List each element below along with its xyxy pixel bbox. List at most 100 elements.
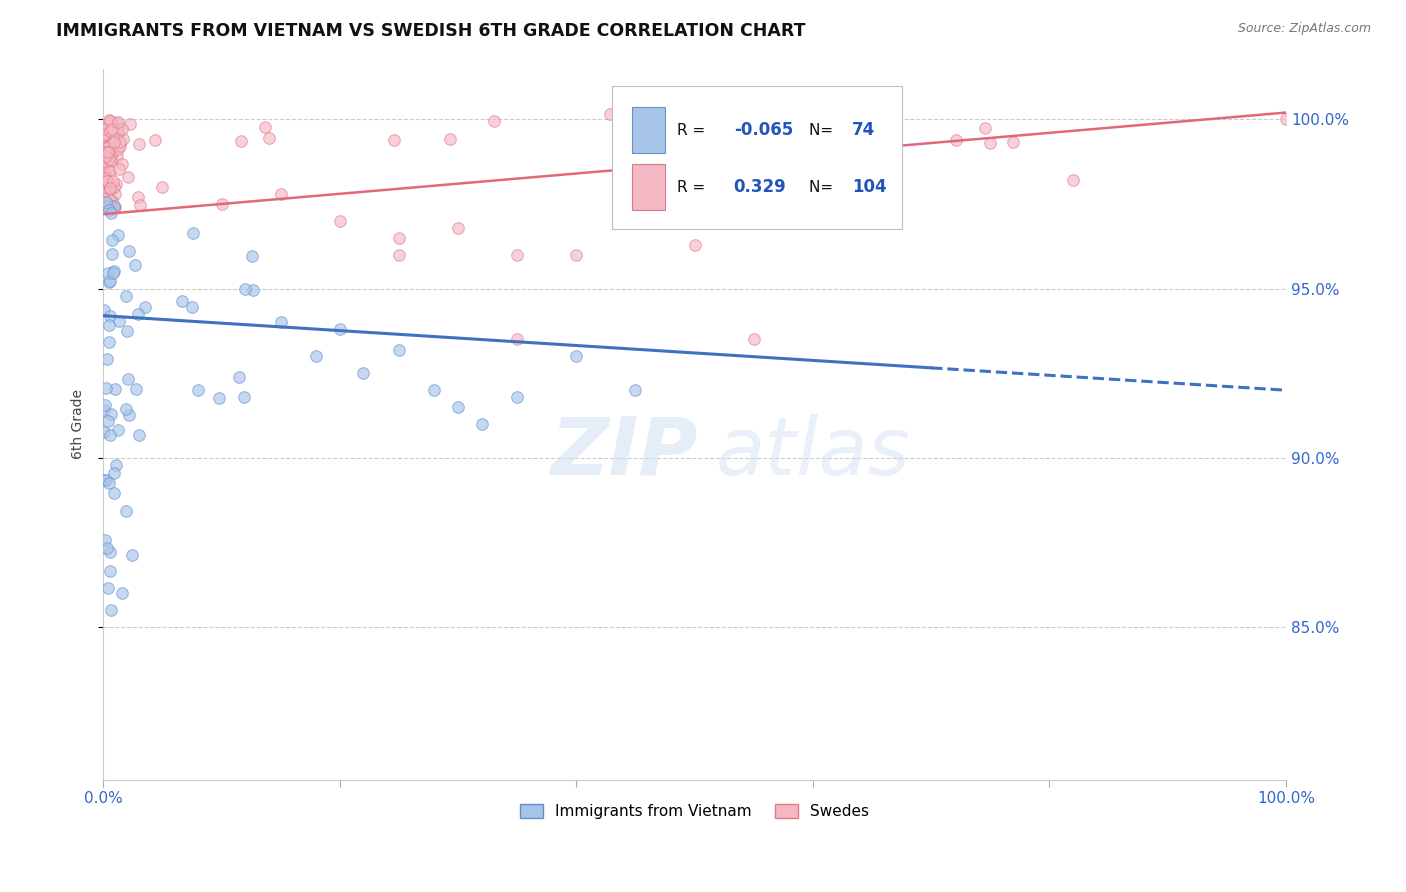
Point (98, 123, 121, 137)
Point (599, 107, 621, 121)
Point (94, 145, 117, 159)
Legend: Immigrants from Vietnam, Swedes: Immigrants from Vietnam, Swedes (515, 798, 875, 825)
Point (107, 423, 129, 437)
Point (683, 237, 706, 252)
Point (270, 186, 292, 201)
Point (124, 258, 146, 272)
Point (97, 581, 120, 595)
Point (118, 117, 141, 131)
Point (94, 148, 117, 162)
Point (388, 231, 411, 245)
Text: R =: R = (676, 179, 714, 194)
Point (1062, 173, 1084, 187)
Point (565, 349, 588, 363)
Point (100, 407, 122, 421)
Point (94, 174, 117, 188)
Point (624, 383, 647, 397)
Point (103, 199, 125, 213)
Point (93, 121, 115, 136)
Point (104, 200, 127, 214)
Point (128, 136, 150, 151)
Point (96, 174, 118, 188)
Point (98, 198, 121, 212)
Point (93, 175, 115, 189)
Point (111, 586, 134, 600)
Point (93, 129, 115, 144)
Point (93, 128, 115, 142)
Point (181, 226, 204, 240)
Point (127, 190, 149, 204)
Point (382, 133, 405, 147)
Bar (631, 163, 665, 210)
Text: Source: ZipAtlas.com: Source: ZipAtlas.com (1237, 22, 1371, 36)
Point (253, 120, 276, 134)
Y-axis label: 6th Grade: 6th Grade (72, 389, 86, 459)
Point (117, 169, 139, 184)
Point (97, 414, 120, 428)
Point (98, 181, 121, 195)
Point (93, 178, 115, 192)
Point (96, 199, 118, 213)
Point (134, 300, 156, 314)
Point (107, 227, 129, 242)
Point (94, 194, 117, 209)
Point (98, 309, 121, 323)
Point (565, 248, 588, 262)
Point (96, 141, 118, 155)
Point (97, 146, 120, 161)
Text: 0.329: 0.329 (734, 178, 786, 196)
Point (103, 180, 125, 194)
Point (624, 214, 647, 228)
Point (270, 316, 292, 330)
Point (187, 383, 209, 397)
Point (180, 300, 202, 314)
Point (96, 173, 118, 187)
Point (97, 163, 120, 178)
Point (97, 153, 120, 167)
Point (423, 383, 446, 397)
Point (305, 349, 328, 363)
Point (97, 334, 120, 349)
Point (98, 427, 121, 442)
Point (506, 248, 529, 262)
Point (98, 113, 121, 128)
Point (103, 135, 125, 149)
Point (506, 333, 529, 347)
Point (94, 149, 117, 163)
Point (94, 128, 117, 142)
Point (97, 145, 120, 159)
Bar (631, 107, 665, 153)
Point (128, 198, 150, 212)
Point (105, 149, 128, 163)
Point (103, 174, 125, 188)
Point (117, 371, 139, 385)
Point (98, 564, 121, 578)
Point (93, 145, 115, 160)
Point (101, 114, 124, 128)
Point (94, 533, 117, 548)
Point (229, 135, 252, 149)
Point (93, 398, 115, 412)
Point (114, 401, 136, 416)
Point (103, 201, 125, 215)
Point (831, 131, 853, 145)
Point (98, 274, 121, 288)
Point (107, 115, 129, 129)
Point (115, 289, 138, 303)
Point (482, 113, 505, 128)
Point (100, 194, 122, 209)
Point (96, 352, 118, 367)
Point (107, 126, 129, 140)
Point (101, 266, 124, 280)
Point (98, 545, 121, 559)
Point (93, 128, 115, 143)
Point (117, 244, 139, 259)
Point (96, 149, 118, 163)
Point (101, 247, 124, 261)
Point (259, 131, 281, 145)
Point (108, 161, 131, 176)
Text: N=: N= (810, 123, 838, 138)
Point (93, 303, 115, 318)
Text: atlas: atlas (716, 414, 910, 491)
Point (93, 151, 115, 165)
